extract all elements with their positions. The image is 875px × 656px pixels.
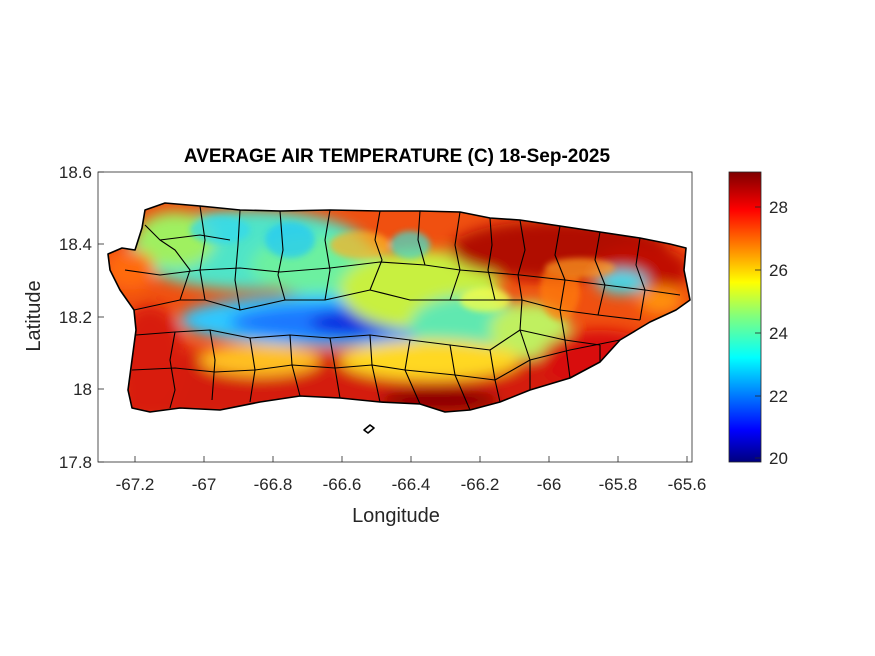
colorbar-tick-label: 20	[769, 449, 788, 468]
y-axis-label: Latitude	[23, 280, 45, 351]
x-tick-label: -66	[537, 475, 562, 494]
y-tick-label: 18.6	[59, 163, 92, 182]
x-ticks	[134, 456, 688, 462]
y-tick-labels: 18.6 18.4 18.2 18 17.8	[59, 163, 92, 472]
islet	[363, 424, 375, 434]
colorbar-tick-label: 24	[769, 324, 788, 343]
colorbar-tick-label: 28	[769, 198, 788, 217]
y-ticks	[98, 171, 104, 463]
x-tick-label: -66.6	[323, 475, 362, 494]
y-tick-label: 18.4	[59, 235, 92, 254]
colorbar: 28 26 24 22 20	[728, 171, 788, 468]
x-tick-labels: -67.2 -67 -66.8 -66.6 -66.4 -66.2 -66 -6…	[116, 475, 707, 494]
x-axis-label: Longitude	[352, 505, 440, 527]
x-tick-label: -65.8	[599, 475, 638, 494]
x-tick-label: -66.4	[392, 475, 431, 494]
colorbar-tick-label: 26	[769, 261, 788, 280]
y-tick-label: 18.2	[59, 308, 92, 327]
y-tick-label: 17.8	[59, 453, 92, 472]
y-tick-label: 18	[73, 380, 92, 399]
colorbar-tick-label: 22	[769, 387, 788, 406]
colorbar-scale	[728, 171, 762, 463]
x-tick-label: -67	[192, 475, 217, 494]
municipality-boundaries	[124, 205, 681, 411]
x-tick-label: -66.8	[254, 475, 293, 494]
x-tick-label: -67.2	[116, 475, 155, 494]
x-tick-label: -66.2	[461, 475, 500, 494]
x-tick-label: -65.6	[668, 475, 707, 494]
map-title: AVERAGE AIR TEMPERATURE (C) 18-Sep-2025	[184, 146, 611, 167]
coastline	[107, 202, 691, 413]
